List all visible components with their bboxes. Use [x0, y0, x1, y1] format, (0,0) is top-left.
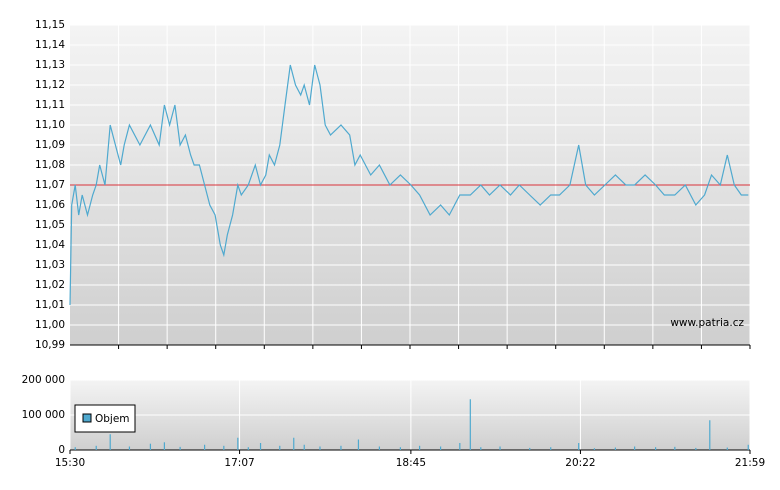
y-tick-label: 11,03: [35, 259, 65, 271]
y-tick-label: 11,02: [35, 279, 65, 291]
y-tick-label: 200 000: [22, 374, 65, 386]
volume-bar: [247, 447, 249, 450]
volume-bar: [593, 448, 596, 450]
volume-bar: [204, 444, 206, 450]
volume-bar: [163, 442, 165, 450]
volume-bar: [303, 444, 305, 450]
volume-bar: [439, 446, 442, 450]
volume-bar: [223, 445, 225, 450]
y-tick-label: 11,00: [35, 319, 65, 331]
y-tick-label: 11,10: [35, 119, 65, 131]
volume-bar: [419, 445, 421, 450]
volume-bar: [709, 420, 711, 450]
y-tick-label: 11,15: [35, 19, 65, 31]
volume-bar: [128, 446, 131, 450]
x-tick-label: 18:45: [396, 457, 426, 469]
volume-bar: [399, 447, 401, 450]
volume-bar: [578, 443, 580, 450]
volume-bar: [529, 447, 531, 450]
watermark: www.patria.cz: [670, 317, 744, 329]
legend-swatch: [82, 413, 92, 423]
volume-bar: [259, 443, 262, 450]
volume-bar: [480, 447, 482, 450]
volume-bar: [340, 445, 342, 450]
volume-bar: [95, 445, 97, 450]
volume-bar: [469, 399, 471, 450]
volume-bar: [74, 447, 76, 450]
volume-bar: [149, 443, 152, 450]
volume-bar: [726, 447, 728, 450]
volume-bar: [634, 446, 636, 450]
y-tick-label: 11,11: [35, 99, 65, 111]
volume-bar: [279, 445, 281, 450]
volume-bar: [237, 437, 239, 450]
volume-bar: [319, 446, 321, 450]
volume-bar: [293, 437, 295, 450]
y-tick-label: 11,05: [35, 219, 65, 231]
y-tick-label: 100 000: [22, 409, 65, 421]
volume-bar: [459, 443, 461, 450]
y-tick-label: 11,04: [35, 239, 65, 251]
volume-bar: [109, 434, 111, 450]
legend-label: Objem: [95, 413, 130, 425]
price-line: [69, 64, 749, 306]
volume-bar: [378, 446, 381, 450]
x-tick-label: 21:59: [735, 457, 765, 469]
volume-bar: [674, 446, 676, 450]
volume-bar: [357, 439, 360, 450]
y-tick-label: 10,99: [35, 339, 65, 351]
y-tick-label: 11,13: [35, 59, 65, 71]
y-tick-label: 11,07: [35, 179, 65, 191]
y-tick-label: 11,12: [35, 79, 65, 91]
y-tick-label: 11,09: [35, 139, 65, 151]
volume-bar: [695, 447, 697, 450]
volume-bar: [179, 446, 181, 450]
x-tick-label: 20:22: [565, 457, 595, 469]
volume-bar: [655, 447, 657, 450]
y-tick-label: 0: [58, 444, 65, 456]
y-tick-label: 11,06: [35, 199, 65, 211]
y-tick-label: 11,08: [35, 159, 65, 171]
volume-bar: [747, 444, 749, 450]
volume-bar: [550, 447, 552, 450]
y-tick-label: 11,14: [35, 39, 65, 51]
y-tick-label: 11,01: [35, 299, 65, 311]
x-tick-label: 15:30: [55, 457, 85, 469]
volume-bar: [614, 447, 616, 450]
x-tick-label: 17:07: [224, 457, 254, 469]
volume-bar: [499, 446, 501, 450]
